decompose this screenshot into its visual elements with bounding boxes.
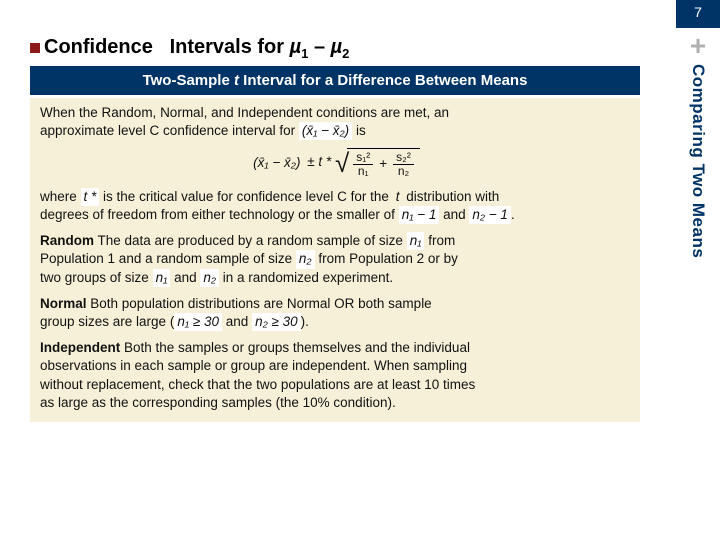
random-text: Random The data are produced by a random… — [40, 232, 630, 287]
mu2: µ — [331, 36, 343, 58]
ind-t2: observations in each sample or group are… — [40, 358, 467, 373]
frac2-den: n₂ — [395, 165, 412, 178]
where-post1: distribution with — [402, 189, 499, 204]
sqrt-body: s₁² n₁ + s₂² n₂ — [347, 148, 420, 177]
where-dot: . — [511, 207, 515, 222]
where-tdist: t — [393, 188, 403, 206]
dash: – — [314, 36, 325, 58]
where-mid: is the critical value for confidence lev… — [99, 189, 392, 204]
banner-pre: Two-Sample — [143, 72, 234, 89]
where-l2: degrees of freedom from either technolog… — [40, 207, 399, 222]
frac2-num: s₂² — [393, 151, 414, 165]
intro-l1: When the Random, Normal, and Independent… — [40, 105, 449, 120]
ind-t3: without replacement, check that the two … — [40, 377, 475, 392]
content-box: When the Random, Normal, and Independent… — [30, 98, 640, 422]
random-t5: two groups of size — [40, 270, 153, 285]
ind-t1: Both the samples or groups themselves an… — [120, 340, 470, 355]
random-t1: The data are produced by a random sample… — [94, 233, 407, 248]
random-n2b: n₂ — [200, 269, 219, 287]
sidebar-tab: + Comparing Two Means — [680, 32, 716, 312]
where-n1m1: n₁ − 1 — [399, 206, 440, 224]
frac1-num: s₁² — [353, 151, 373, 165]
where-pre: where — [40, 189, 81, 204]
where-and: and — [439, 207, 469, 222]
normal-and: and — [222, 314, 252, 329]
random-t6: in a randomized experiment. — [219, 270, 393, 285]
where-tstar: t * — [81, 188, 100, 206]
sub2: 2 — [342, 46, 349, 61]
frac1: s₁² n₁ — [353, 151, 373, 177]
where-text: where t * is the critical value for conf… — [40, 188, 630, 224]
normal-label: Normal — [40, 296, 87, 311]
formula-left: (x̄₁ − x̄₂) — [250, 154, 303, 172]
normal-n2: n₂ ≥ 30 — [252, 313, 301, 331]
normal-n1: n₁ ≥ 30 — [174, 313, 222, 331]
plus-icon: + — [690, 32, 706, 60]
independent-label: Independent — [40, 340, 120, 355]
section-banner: Two-Sample t Interval for a Difference B… — [30, 66, 640, 95]
random-t2: from — [424, 233, 455, 248]
normal-text: Normal Both population distributions are… — [40, 295, 630, 331]
random-t4: from Population 2 or by — [315, 251, 458, 266]
frac1-den: n₁ — [355, 165, 372, 178]
random-n2a: n₂ — [296, 250, 315, 268]
sub1: 1 — [301, 46, 308, 61]
heading-middle: Intervals for — [170, 36, 284, 58]
formula-tstar: t * — [318, 155, 331, 170]
normal-t1: Both population distributions are Normal… — [87, 296, 432, 311]
ind-t4: as large as the corresponding samples (t… — [40, 395, 396, 410]
random-n1a: n₁ — [407, 232, 425, 250]
formula: (x̄₁ − x̄₂) ± t * √ s₁² n₁ + s₂² n₂ — [40, 148, 630, 177]
mu1: µ — [290, 36, 302, 58]
random-n1b: n₁ — [153, 269, 171, 287]
bullet-icon — [30, 43, 40, 53]
slide-heading: Confidence Intervals for µ1 – µ2 — [30, 36, 349, 61]
normal-close: ). — [301, 314, 309, 329]
random-label: Random — [40, 233, 94, 248]
formula-pm: ± — [307, 155, 318, 170]
frac2: s₂² n₂ — [393, 151, 414, 177]
intro-l2b: is — [352, 123, 366, 138]
sqrt-box: √ s₁² n₁ + s₂² n₂ — [335, 148, 420, 177]
random-and: and — [170, 270, 200, 285]
intro-paren: (x̄₁ − x̄₂) — [299, 122, 352, 140]
random-t3: Population 1 and a random sample of size — [40, 251, 296, 266]
banner-post: Interval for a Difference Between Means — [239, 72, 527, 89]
frac-plus: + — [379, 155, 387, 173]
where-n2m1: n₂ − 1 — [469, 206, 511, 224]
intro-text: When the Random, Normal, and Independent… — [40, 104, 630, 140]
normal-t2: group sizes are large ( — [40, 314, 174, 329]
page-number: 7 — [676, 0, 720, 28]
intro-l2a: approximate level C confidence interval … — [40, 123, 299, 138]
independent-text: Independent Both the samples or groups t… — [40, 339, 630, 412]
heading-prefix: Confidence — [44, 36, 153, 58]
sidebar-label: Comparing Two Means — [688, 64, 708, 258]
